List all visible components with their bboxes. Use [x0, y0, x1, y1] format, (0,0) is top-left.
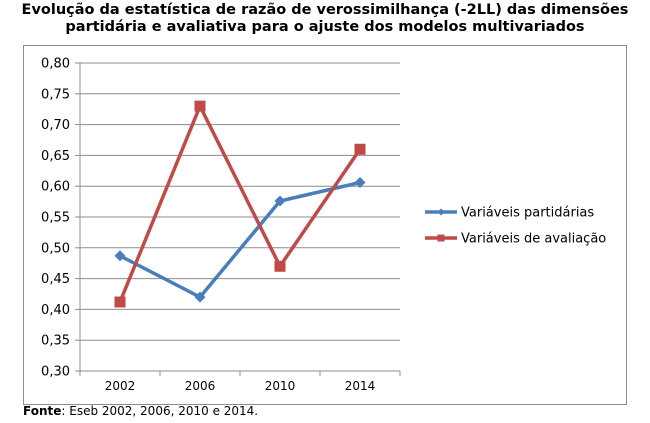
y-tick-label: 0,75 — [41, 87, 70, 102]
y-tick-label: 0,60 — [41, 180, 70, 195]
y-tick-label: 0,80 — [41, 57, 70, 72]
legend-marker — [437, 234, 445, 242]
data-point-series-2 — [194, 100, 206, 112]
chart-frame — [23, 45, 627, 405]
y-tick-label: 0,35 — [41, 334, 70, 349]
data-point-series-1 — [194, 291, 206, 303]
data-point-series-1 — [274, 195, 286, 207]
source-note: Fonte: Eseb 2002, 2006, 2010 e 2014. — [23, 404, 258, 418]
y-tick-label: 0,55 — [41, 211, 70, 226]
data-point-series-2 — [354, 143, 366, 155]
x-tick-label: 2010 — [265, 379, 296, 393]
data-point-series-2 — [114, 296, 126, 308]
source-text: : Eseb 2002, 2006, 2010 e 2014. — [61, 404, 259, 418]
y-tick-label: 0,65 — [41, 149, 70, 164]
legend-label: Variáveis partidárias — [461, 206, 594, 221]
series-line-2 — [118, 104, 362, 303]
y-tick-label: 0,30 — [41, 365, 70, 380]
y-tick-label: 0,40 — [41, 303, 70, 318]
x-tick-label: 2014 — [345, 379, 376, 393]
x-tick-label: 2006 — [185, 379, 216, 393]
x-tick-label: 2002 — [105, 379, 136, 393]
y-tick-label: 0,45 — [41, 272, 70, 287]
data-point-series-1 — [354, 177, 366, 189]
y-tick-label: 0,70 — [41, 118, 70, 133]
chart-title-line-1: Evolução da estatística de razão de vero… — [21, 2, 629, 18]
chart-title: Evolução da estatística de razão de vero… — [0, 2, 650, 36]
chart-title-line-2: partidária e avaliativa para o ajuste do… — [65, 19, 585, 35]
series-line-1 — [119, 180, 361, 299]
source-label: Fonte — [23, 404, 62, 418]
legend-marker — [437, 208, 445, 216]
y-tick-label: 0,50 — [41, 241, 70, 256]
data-point-series-1 — [114, 250, 126, 262]
data-point-series-2 — [274, 260, 286, 272]
legend-label: Variáveis de avaliação — [461, 232, 606, 247]
